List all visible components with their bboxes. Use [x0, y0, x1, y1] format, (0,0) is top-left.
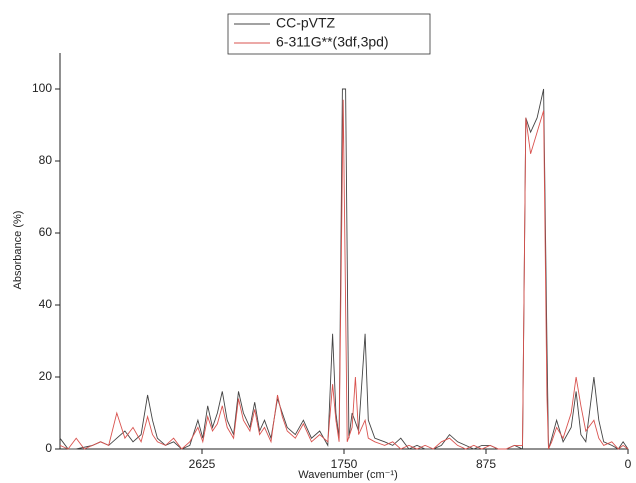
- y-tick-label: 40: [39, 297, 53, 311]
- y-tick-label: 100: [32, 81, 52, 95]
- x-tick-label: 1750: [331, 457, 358, 471]
- x-axis-label: Wavenumber (cm⁻¹): [298, 469, 398, 481]
- x-tick-label: 0: [625, 457, 632, 471]
- y-tick-label: 80: [39, 153, 53, 167]
- y-tick-label: 0: [45, 441, 52, 455]
- y-axis-label: Absorbance (%): [12, 211, 24, 290]
- y-tick-label: 20: [39, 369, 53, 383]
- legend-box: [227, 13, 431, 55]
- x-tick-label: 875: [476, 457, 496, 471]
- series-line: [59, 99, 629, 450]
- y-tick-label: 60: [39, 225, 53, 239]
- legend-label: CC-pVTZ: [276, 15, 336, 31]
- series-line: [59, 88, 629, 450]
- x-tick-label: 2625: [189, 457, 216, 471]
- legend-label: 6-311G**(3df,3pd): [276, 34, 389, 50]
